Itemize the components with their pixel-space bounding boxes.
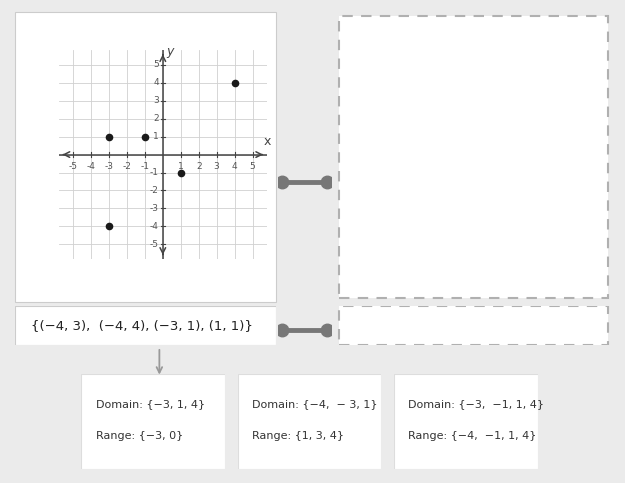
Text: Range: {−3, 0}: Range: {−3, 0} (96, 430, 183, 440)
Text: Domain: {−3, 1, 4}: Domain: {−3, 1, 4} (96, 399, 205, 410)
Text: 4: 4 (153, 78, 159, 87)
FancyBboxPatch shape (394, 374, 538, 469)
Text: -2: -2 (150, 186, 159, 195)
Text: -3: -3 (150, 204, 159, 213)
FancyBboxPatch shape (339, 306, 608, 345)
Text: y: y (166, 45, 174, 58)
Text: -1: -1 (141, 162, 149, 171)
Text: -1: -1 (150, 168, 159, 177)
Text: 2: 2 (153, 114, 159, 123)
FancyBboxPatch shape (15, 306, 276, 345)
Text: Range: {1, 3, 4}: Range: {1, 3, 4} (252, 430, 344, 440)
FancyBboxPatch shape (339, 16, 608, 298)
Text: -4: -4 (87, 162, 96, 171)
Text: -3: -3 (104, 162, 114, 171)
Text: -5: -5 (69, 162, 78, 171)
Text: 5: 5 (249, 162, 256, 171)
Text: 2: 2 (196, 162, 201, 171)
Text: 4: 4 (232, 162, 238, 171)
Text: x: x (263, 135, 271, 148)
Text: 1: 1 (178, 162, 184, 171)
FancyBboxPatch shape (238, 374, 381, 469)
FancyBboxPatch shape (81, 374, 225, 469)
Text: Range: {−4,  −1, 1, 4}: Range: {−4, −1, 1, 4} (408, 430, 536, 440)
Text: Domain: {−4,  − 3, 1}: Domain: {−4, − 3, 1} (252, 399, 378, 410)
Text: {(−4, 3),  (−4, 4), (−3, 1), (1, 1)}: {(−4, 3), (−4, 4), (−3, 1), (1, 1)} (31, 319, 253, 332)
Text: 5: 5 (153, 60, 159, 70)
Text: 1: 1 (153, 132, 159, 141)
Text: Domain: {−3,  −1, 1, 4}: Domain: {−3, −1, 1, 4} (408, 399, 544, 410)
Text: -2: -2 (122, 162, 131, 171)
Text: -5: -5 (150, 240, 159, 249)
Text: 3: 3 (214, 162, 219, 171)
Text: 3: 3 (153, 96, 159, 105)
Text: -4: -4 (150, 222, 159, 231)
